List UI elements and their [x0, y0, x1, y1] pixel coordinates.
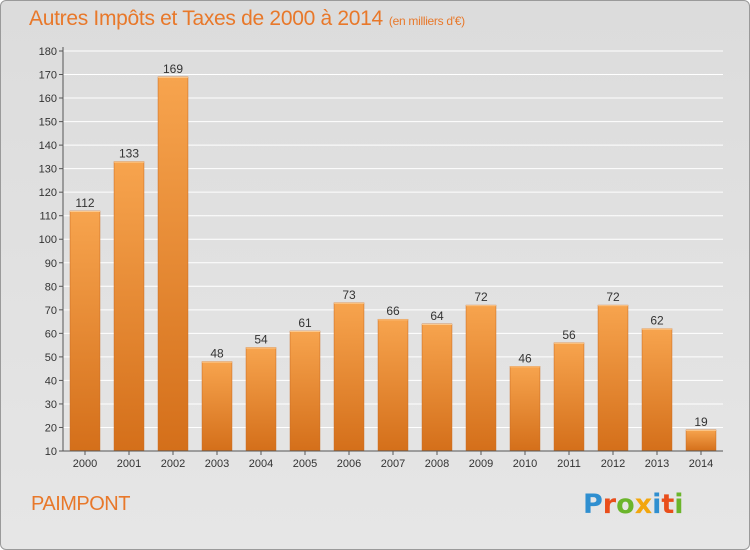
y-tick-label: 20	[45, 422, 57, 434]
y-tick-label: 50	[45, 352, 57, 364]
y-tick-label: 130	[39, 164, 57, 176]
data-label: 112	[75, 196, 94, 210]
x-tick-label: 2008	[425, 458, 449, 470]
logo-letter: i	[652, 489, 662, 520]
logo-letter: P	[583, 489, 603, 520]
bar-2013[interactable]	[641, 328, 673, 452]
x-tick-label: 2013	[645, 458, 669, 470]
data-label: 54	[254, 332, 268, 346]
bar-2001[interactable]	[113, 161, 145, 452]
data-label: 19	[694, 415, 708, 429]
y-tick-label: 10	[45, 446, 57, 458]
chart-title: Autres Impôts et Taxes de 2000 à 2014 (en…	[29, 7, 465, 31]
title-unit: (en milliers d'€)	[388, 14, 465, 28]
data-label: 48	[210, 347, 224, 361]
bar-2004[interactable]	[245, 347, 277, 452]
data-label: 73	[342, 288, 356, 302]
label-layer: 10 20 30 40 50 60 70 80 90 100 110 120 130 140 150 160 1…	[39, 46, 714, 470]
x-tick-label: 2010	[513, 458, 537, 470]
bar-2002[interactable]	[157, 76, 189, 452]
data-label: 133	[119, 147, 139, 161]
data-label: 62	[650, 314, 664, 328]
x-tick-label: 2000	[73, 458, 97, 470]
x-tick-label: 2005	[293, 458, 317, 470]
bar-2005[interactable]	[289, 330, 321, 452]
bar-2012[interactable]	[597, 304, 629, 452]
city-name: PAIMPONT	[31, 493, 130, 515]
y-tick-label: 80	[45, 281, 57, 293]
data-label: 61	[298, 316, 312, 330]
bar-2006[interactable]	[333, 302, 365, 452]
bar-layer	[69, 76, 717, 452]
y-tick-label: 60	[45, 328, 57, 340]
logo-letter: r	[602, 489, 617, 520]
y-tick-label: 30	[45, 399, 57, 411]
y-tick-label: 180	[39, 46, 57, 58]
y-tick-label: 170	[39, 70, 57, 82]
x-tick-label: 2011	[557, 458, 581, 470]
x-tick-label: 2009	[469, 458, 493, 470]
data-label: 72	[474, 290, 488, 304]
proxiti-logo[interactable]: Proxiti	[583, 489, 684, 520]
bar-2014[interactable]	[685, 429, 717, 452]
y-tick-label: 150	[39, 117, 57, 129]
y-tick-label: 110	[39, 211, 57, 223]
bar-2007[interactable]	[377, 318, 409, 452]
data-label: 56	[562, 328, 576, 342]
y-tick-label: 40	[45, 375, 57, 387]
logo-letter: i	[674, 489, 684, 520]
x-tick-label: 2012	[601, 458, 625, 470]
data-label: 66	[386, 304, 400, 318]
x-tick-label: 2001	[117, 458, 141, 470]
bar-2003[interactable]	[201, 361, 233, 452]
bar-2008[interactable]	[421, 323, 453, 452]
y-tick-label: 100	[39, 234, 57, 246]
y-tick-label: 90	[45, 258, 57, 270]
data-label: 64	[430, 309, 444, 323]
x-tick-label: 2014	[689, 458, 713, 470]
logo-letter: t	[661, 489, 675, 520]
logo-letter: x	[634, 489, 653, 520]
y-tick-label: 140	[39, 140, 57, 152]
logo-letter: o	[616, 489, 635, 520]
data-label: 169	[163, 62, 183, 76]
x-tick-label: 2003	[205, 458, 229, 470]
bar-2010[interactable]	[509, 366, 541, 452]
y-tick-label: 120	[39, 187, 57, 199]
x-tick-label: 2002	[161, 458, 185, 470]
x-tick-label: 2007	[381, 458, 405, 470]
y-tick-label: 70	[45, 305, 57, 317]
title-text: Autres Impôts et Taxes de 2000 à 2014	[29, 7, 383, 30]
bar-2011[interactable]	[553, 342, 585, 452]
data-label: 72	[606, 290, 620, 304]
bar-2000[interactable]	[69, 210, 101, 452]
axis-layer	[59, 47, 723, 455]
x-tick-label: 2006	[337, 458, 361, 470]
y-tick-label: 160	[39, 93, 57, 105]
bar-2009[interactable]	[465, 304, 497, 452]
x-tick-label: 2004	[249, 458, 273, 470]
data-label: 46	[518, 351, 532, 365]
